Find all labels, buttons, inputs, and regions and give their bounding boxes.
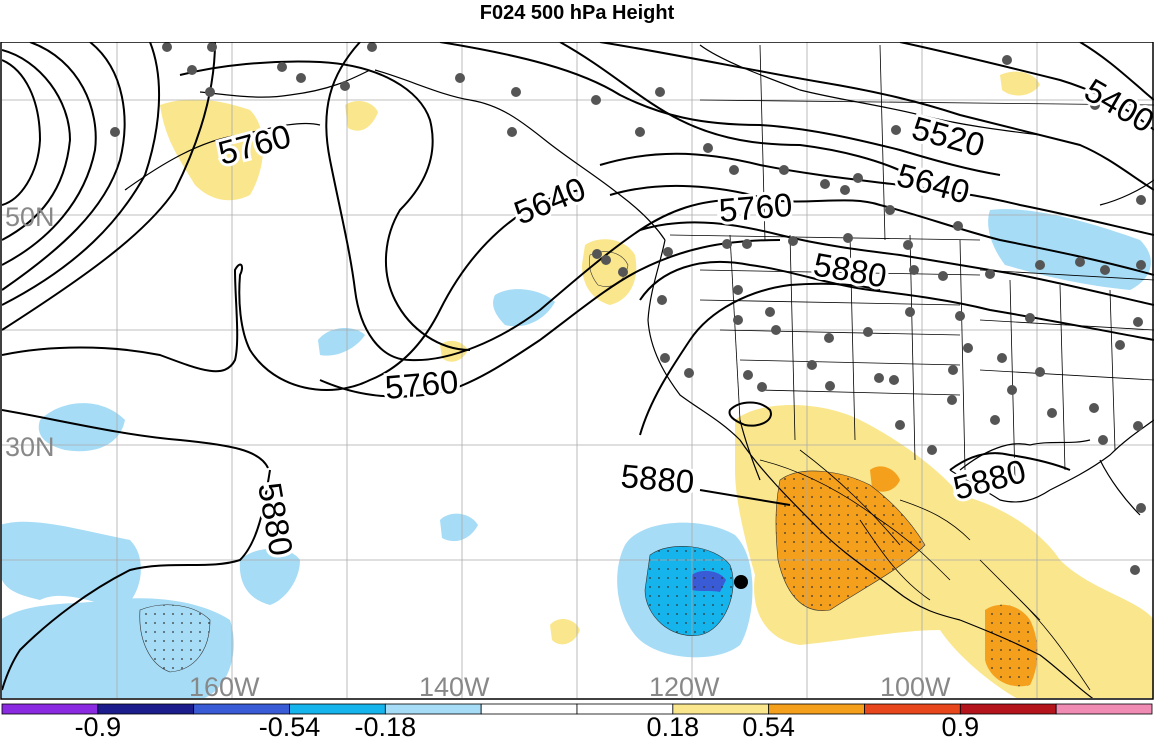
lon-label: 100W [880, 672, 951, 700]
colorbar-tick-label: -0.18 [355, 712, 417, 743]
lon-label: 160W [189, 672, 260, 700]
colorbar-tick-label: 0.18 [647, 712, 700, 743]
contour-label: 5760 [383, 363, 459, 406]
map-panel: 50N 30N 160W 140W 120W 100W 5400 5520 56… [0, 42, 1154, 700]
contour-label: 5760 [717, 186, 793, 229]
colorbar-swatch [1056, 704, 1152, 714]
colorbar-tick-label: 0.54 [742, 712, 795, 743]
colorbar-tick-label: -0.9 [75, 712, 122, 743]
lat-label: 50N [5, 202, 55, 232]
point-marker [734, 575, 748, 589]
contour-label: 5880 [619, 457, 695, 500]
chart-title: F024 500 hPa Height [0, 0, 1154, 28]
colorbar [0, 702, 1154, 716]
lon-label: 140W [419, 672, 490, 700]
colorbar-tick-label: 0.9 [942, 712, 980, 743]
lat-label: 30N [5, 432, 55, 462]
lon-label: 120W [649, 672, 720, 700]
colorbar-tick-label: -0.54 [259, 712, 321, 743]
colorbar-swatch [481, 704, 577, 714]
